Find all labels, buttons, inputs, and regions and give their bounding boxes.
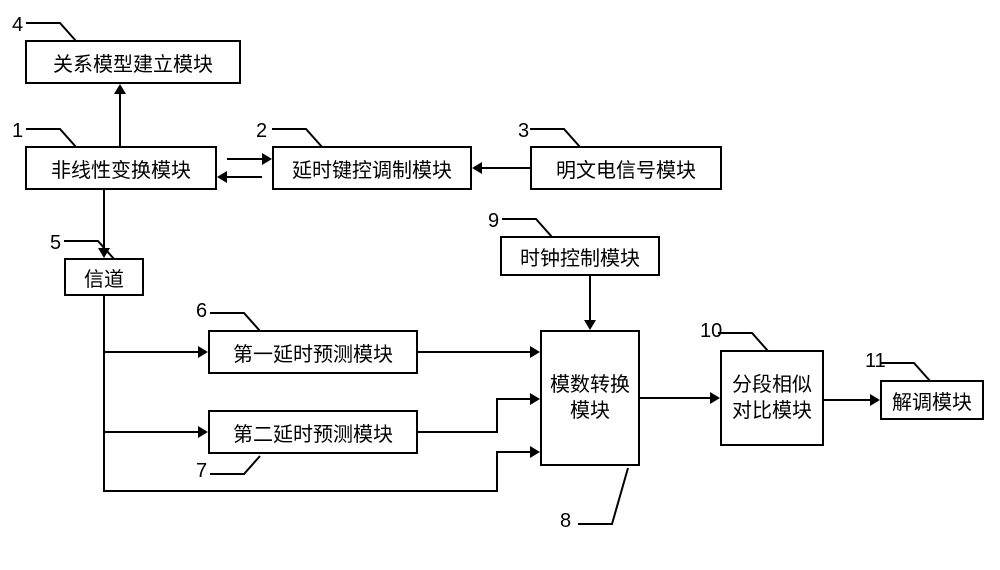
node-11-label: 解调模块 (892, 386, 972, 415)
arrow-1-5 (103, 190, 105, 248)
arrow-9-8 (589, 276, 591, 320)
arrowhead-5-8 (530, 446, 540, 458)
arrow-8-10 (640, 397, 710, 399)
line-5-8-h (496, 451, 530, 453)
arrow-7-8 (418, 431, 496, 433)
node-6-first-delay-predict: 第一延时预测模块 (208, 330, 418, 374)
node-2-delay-key-modulation: 延时键控调制模块 (272, 146, 472, 190)
node-2-label: 延时键控调制模块 (292, 154, 452, 183)
arrow-7-8-h2 (496, 398, 530, 400)
node-9-clock-control: 时钟控制模块 (500, 236, 660, 276)
label-2: 2 (256, 120, 267, 143)
arrowhead-9-8 (584, 320, 596, 330)
arrowhead-1-2 (262, 153, 272, 165)
flag-3 (530, 127, 580, 145)
node-11-demodulation: 解调模块 (880, 380, 984, 420)
arrowhead-5-7 (198, 426, 208, 438)
arrowhead-3-2 (472, 162, 482, 174)
flag-4 (26, 21, 76, 39)
node-10-label: 分段相似对比模块 (730, 372, 814, 424)
node-4-relation-model: 关系模型建立模块 (25, 40, 241, 84)
arrow-2-1-bot (227, 176, 262, 178)
node-5-channel: 信道 (64, 258, 144, 296)
label-9: 9 (488, 210, 499, 233)
arrow-10-11 (824, 399, 870, 401)
arrow-7-8-v (496, 399, 498, 433)
arrow-3-2 (482, 167, 530, 169)
node-3-plaintext-signal: 明文电信号模块 (530, 146, 722, 190)
flag-10 (718, 331, 768, 349)
arrow-1-4 (119, 94, 121, 146)
flag-6 (210, 311, 260, 329)
arrowhead-5-6 (198, 346, 208, 358)
label-4: 4 (12, 14, 23, 37)
arrowhead-8-10 (710, 392, 720, 404)
node-10-segment-compare: 分段相似对比模块 (720, 350, 824, 446)
line-5-8-v (496, 452, 498, 492)
arrowhead-2-1 (217, 171, 227, 183)
node-7-second-delay-predict: 第二延时预测模块 (208, 410, 418, 454)
node-8-label: 模数转换模块 (550, 372, 630, 424)
arrow-1-2-top (227, 158, 262, 160)
arrowhead-10-11 (870, 394, 880, 406)
line-5-down (103, 296, 105, 492)
label-5: 5 (50, 232, 61, 255)
node-4-label: 关系模型建立模块 (53, 48, 213, 77)
arrowhead-6-8 (530, 346, 540, 358)
flag-1 (26, 127, 76, 145)
node-7-label: 第二延时预测模块 (233, 418, 393, 447)
label-7: 7 (196, 460, 207, 483)
node-1-nonlinear-transform: 非线性变换模块 (25, 146, 217, 190)
label-1: 1 (12, 120, 23, 143)
node-3-label: 明文电信号模块 (556, 154, 696, 183)
label-3: 3 (518, 120, 529, 143)
flag-8 (578, 466, 628, 484)
flag-9 (502, 217, 552, 235)
node-6-label: 第一延时预测模块 (233, 338, 393, 367)
node-9-label: 时钟控制模块 (520, 242, 640, 271)
flag-11 (880, 361, 930, 379)
arrowhead-1-5 (98, 248, 110, 258)
flag-7 (210, 454, 260, 472)
flag-2 (272, 127, 322, 145)
node-1-label: 非线性变换模块 (51, 154, 191, 183)
arrowhead-7-8 (530, 393, 540, 405)
node-5-label: 信道 (84, 263, 124, 292)
node-8-adc: 模数转换模块 (540, 330, 640, 466)
arrowhead-1-4 (114, 84, 126, 94)
label-6: 6 (196, 300, 207, 323)
line-5-bottom (103, 490, 498, 492)
arrow-6-8 (418, 351, 530, 353)
line-5-7 (103, 431, 198, 433)
line-5-6 (103, 351, 198, 353)
label-8: 8 (560, 510, 571, 533)
